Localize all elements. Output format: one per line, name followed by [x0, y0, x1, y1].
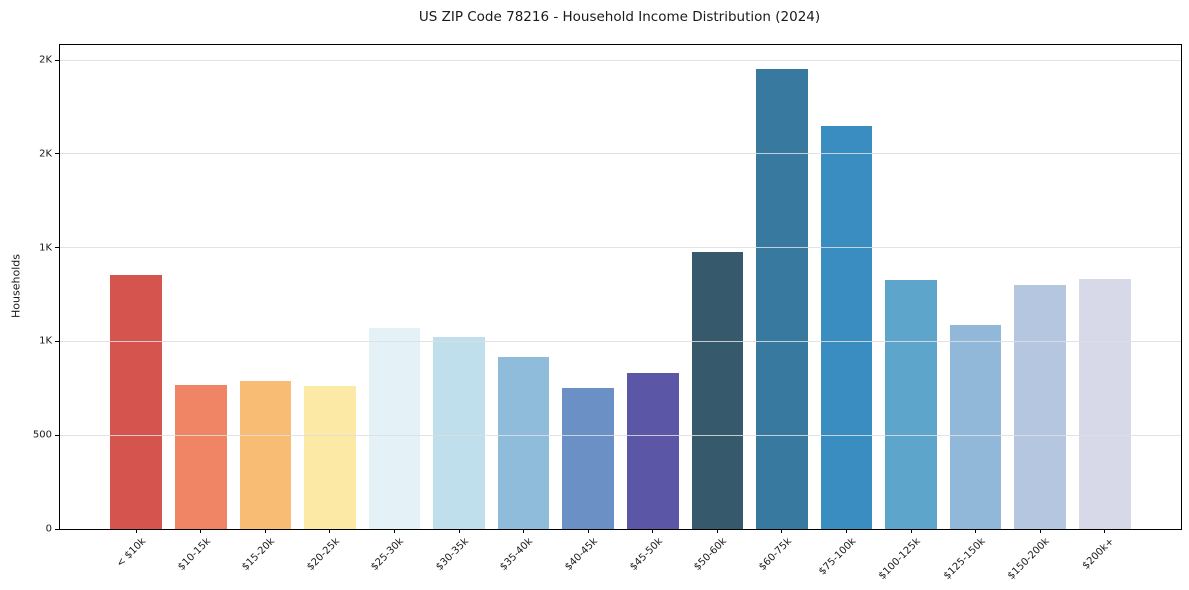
x-tick-mark: [523, 529, 525, 533]
x-tick-label: $30-35k: [433, 536, 471, 573]
x-tick-mark: [716, 529, 718, 533]
bar: [304, 385, 356, 529]
bar: [820, 125, 873, 529]
gridline: [60, 434, 1181, 436]
x-tick-mark: [910, 529, 912, 533]
x-tick-mark: [135, 529, 137, 533]
bar: [239, 380, 292, 529]
bar: [949, 324, 1002, 529]
x-tick-mark: [329, 529, 331, 533]
x-tick-mark: [458, 529, 460, 533]
x-tick-label: $10-15k: [175, 536, 213, 573]
y-tick-mark: [55, 153, 59, 155]
y-tick-mark: [55, 59, 59, 61]
x-tick-label: < $10k: [114, 536, 148, 570]
x-tick-label: $25-30k: [369, 536, 407, 573]
gridline: [60, 340, 1181, 342]
x-tick-label: $100-125k: [876, 536, 923, 582]
x-tick-mark: [587, 529, 589, 533]
bar: [110, 274, 163, 529]
bar: [1078, 278, 1131, 529]
bar: [756, 69, 808, 529]
bar: [497, 357, 550, 529]
x-tick-label: $150-200k: [1006, 536, 1052, 582]
x-tick-mark: [264, 529, 266, 533]
x-tick-mark: [200, 529, 202, 533]
x-tick-label: $200k+: [1080, 536, 1117, 572]
bar: [626, 373, 679, 529]
y-axis-title: Households: [9, 254, 23, 318]
x-tick-label: $20-25k: [304, 536, 342, 573]
bar: [691, 252, 744, 529]
y-tick-label: 1K: [39, 242, 52, 254]
bar: [562, 388, 615, 529]
x-tick-label: $60-75k: [756, 536, 794, 573]
x-tick-label: $45-50k: [627, 536, 665, 573]
x-tick-label: $50-60k: [692, 536, 730, 573]
plot-area: 0 500 1K 1K 2K 2K < $10k $10-15k $15-20k $20-25k $…: [33, 44, 1182, 582]
bar: [1014, 285, 1067, 529]
x-tick-mark: [846, 529, 847, 533]
x-tick-mark: [975, 529, 977, 533]
x-tick-label: $125-150k: [941, 536, 988, 582]
x-tick-label: $15-20k: [240, 536, 278, 573]
x-tick-label: $40-45k: [563, 536, 600, 573]
x-tick-mark: [393, 529, 395, 533]
y-tick-label: 500: [32, 429, 52, 441]
y-tick-label: 0: [45, 523, 52, 535]
y-tick-mark: [55, 434, 59, 436]
y-tick-mark: [55, 247, 59, 249]
gridline: [60, 59, 1181, 61]
bar: [368, 328, 421, 529]
chart-title: US ZIP Code 78216 - Household Income Dis…: [418, 9, 821, 25]
x-tick-mark: [1104, 529, 1106, 533]
x-tick-mark: [1039, 529, 1041, 533]
gridline: [60, 153, 1181, 155]
bar: [885, 280, 937, 529]
x-tick-label: $75-100k: [816, 536, 859, 578]
x-tick-label: $35-40k: [498, 536, 536, 573]
y-tick-label: 2K: [39, 54, 52, 66]
y-tick-mark: [55, 340, 59, 342]
bar: [433, 336, 485, 529]
gridline: [60, 247, 1181, 249]
x-tick-mark: [781, 529, 783, 533]
bar: [174, 384, 227, 529]
x-tick-mark: [652, 529, 654, 533]
y-tick-label: 2K: [39, 148, 52, 160]
y-tick-mark: [55, 528, 59, 530]
y-tick-label: 1K: [39, 335, 52, 347]
